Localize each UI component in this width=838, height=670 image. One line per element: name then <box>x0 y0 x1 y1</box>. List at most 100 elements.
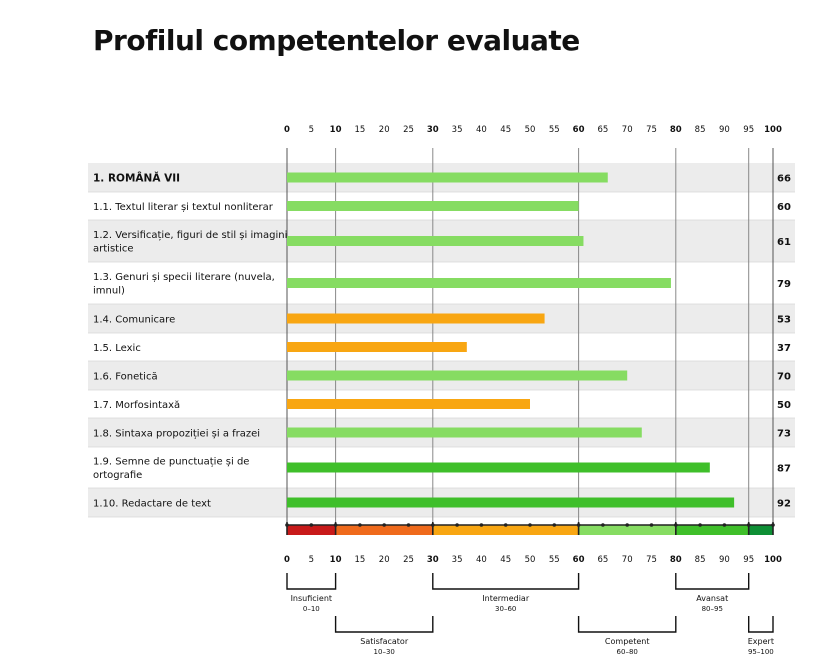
bottom-axis: 0 5 10 15 20 25 30 35 40 45 50 55 60 65 70 75 80 85 90 95 10… <box>284 555 782 565</box>
level-bracket <box>577 616 677 633</box>
value-label: 73 <box>777 429 791 440</box>
scale-tick-dot <box>309 523 314 527</box>
scale-tick-dot <box>552 523 557 527</box>
value-labels: 66 60 61 79 53 37 70 50 73 87 92 <box>777 174 791 510</box>
scale-tick-dot <box>528 523 532 527</box>
tick-label-bottom: 90 <box>719 555 730 565</box>
category-label: 1.1. Textul literar și textul nonliterar <box>93 202 274 213</box>
level-bracket <box>675 573 750 590</box>
tick-label-top: 100 <box>764 125 782 135</box>
tick-label-top: 15 <box>354 125 365 135</box>
tick-label-bottom: 60 <box>573 555 585 565</box>
category-label: 1.8. Sintaxa propoziției și a frazei <box>93 429 260 440</box>
tick-label-bottom: 10 <box>330 555 342 565</box>
level-bracket <box>334 616 434 633</box>
level-name: Avansat <box>696 594 728 603</box>
level-band <box>675 525 749 535</box>
value-label: 53 <box>777 315 791 326</box>
tick-label-top: 55 <box>549 125 560 135</box>
level-scale-strip <box>285 522 775 535</box>
bar <box>287 399 530 409</box>
category-label: 1.2. Versificație, figuri de stil și ima… <box>93 230 287 255</box>
tick-label-bottom: 50 <box>525 555 536 565</box>
value-label: 79 <box>777 279 791 290</box>
category-label: 1.6. Fonetică <box>93 372 158 383</box>
level-name: Satisfacator <box>360 637 409 646</box>
category-label: 1.4. Comunicare <box>93 315 175 326</box>
category-label: 1. ROMÂNĂ VII <box>93 172 180 185</box>
tick-label-bottom: 45 <box>500 555 511 565</box>
scale-tick-dot <box>601 523 605 527</box>
tick-label-bottom: 35 <box>452 555 463 565</box>
tick-label-bottom: 70 <box>622 555 633 565</box>
level-name: Intermediar <box>482 594 530 603</box>
bar <box>287 313 545 324</box>
level-band <box>335 525 433 535</box>
tick-label-bottom: 85 <box>695 555 706 565</box>
tick-label-bottom: 75 <box>646 555 657 565</box>
value-label: 60 <box>777 202 791 213</box>
tick-label-top: 95 <box>743 125 754 135</box>
tick-label-top: 65 <box>597 125 608 135</box>
category-label: 1.7. Morfosintaxă <box>93 400 180 411</box>
category-label: 1.9. Semne de punctuație și de ortografie <box>93 457 249 482</box>
tick-label-bottom: 20 <box>379 555 390 565</box>
level-range: 95–100 <box>748 648 774 656</box>
tick-label-bottom: 65 <box>597 555 608 565</box>
scale-tick-dot <box>649 523 654 527</box>
tick-label-top: 60 <box>573 125 585 135</box>
tick-label-top: 70 <box>622 125 633 135</box>
level-bracket <box>286 573 337 590</box>
row-labels: 1. ROMÂNĂ VII 1.1. Textul literar și text… <box>93 172 287 510</box>
scale-tick-dot <box>625 523 629 527</box>
bar <box>287 497 735 508</box>
level-name: Competent <box>605 637 650 646</box>
tick-label-top: 90 <box>719 125 730 135</box>
value-label: 87 <box>777 464 791 475</box>
level-band <box>578 525 676 535</box>
value-label: 50 <box>777 400 791 411</box>
category-label: 1.5. Lexic <box>93 343 141 354</box>
scale-tick-dot <box>722 523 727 527</box>
tick-label-bottom: 5 <box>309 555 314 565</box>
scale-tick-dot <box>479 523 484 527</box>
tick-label-bottom: 100 <box>764 555 782 565</box>
bar <box>287 278 671 288</box>
tick-label-top: 85 <box>695 125 706 135</box>
level-name: Insuficient <box>291 594 332 603</box>
category-label: 1.3. Genuri și specii literare (nuvela, i… <box>93 272 275 297</box>
tick-label-top: 0 <box>284 125 290 135</box>
tick-label-bottom: 80 <box>670 555 682 565</box>
scale-tick-dot <box>358 523 362 527</box>
tick-label-top: 80 <box>670 125 682 135</box>
level-bracket <box>432 573 580 590</box>
tick-label-top: 50 <box>525 125 536 135</box>
bar <box>287 370 628 381</box>
scale-tick-dot <box>382 523 387 527</box>
tick-label-top: 75 <box>646 125 657 135</box>
scale-tick-dot <box>503 523 508 527</box>
tick-label-bottom: 15 <box>354 555 365 565</box>
tick-label-bottom: 40 <box>476 555 487 565</box>
bar <box>287 427 642 438</box>
scale-tick-dot <box>406 523 411 527</box>
tick-label-top: 35 <box>452 125 463 135</box>
level-band <box>432 525 579 535</box>
bars <box>287 172 735 508</box>
level-bracket <box>748 616 774 633</box>
tick-label-top: 10 <box>330 125 342 135</box>
scale-tick-dot <box>698 523 702 527</box>
bar <box>287 201 579 211</box>
level-name: Expert <box>748 637 774 646</box>
value-label: 92 <box>777 499 791 510</box>
tick-label-top: 25 <box>403 125 414 135</box>
value-label: 70 <box>777 372 791 383</box>
tick-label-bottom: 25 <box>403 555 414 565</box>
bar <box>287 236 584 246</box>
bar <box>287 342 467 352</box>
page-title: Profilul competentelor evaluate <box>93 24 580 57</box>
level-range: 10–30 <box>374 648 395 656</box>
tick-label-top: 40 <box>476 125 487 135</box>
value-label: 61 <box>777 237 791 248</box>
